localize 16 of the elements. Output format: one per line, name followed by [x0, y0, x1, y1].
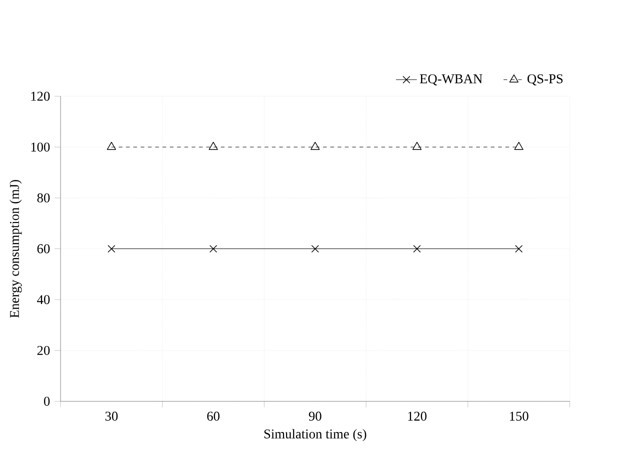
y-tick-label: 60 — [37, 244, 50, 254]
y-tick-label: 100 — [31, 142, 50, 152]
y-tick-label: 20 — [37, 346, 50, 356]
y-tick-label: 80 — [37, 194, 50, 203]
x-tick-label: 150 — [510, 412, 528, 421]
y-axis-title: Energy consumption (mJ) — [10, 180, 22, 318]
legend-label: EQ-WBAN — [420, 74, 482, 86]
x-tick-label: 120 — [408, 412, 427, 421]
y-tick-label: 40 — [37, 295, 50, 304]
x-tick-label: 60 — [207, 412, 220, 421]
legend-label: QS-PS — [528, 74, 563, 86]
y-tick-label: 0 — [44, 396, 50, 406]
x-tick-label: 90 — [308, 412, 322, 421]
y-tick-label: 120 — [31, 92, 50, 101]
x-axis-title: Simulation time (s) — [264, 429, 366, 442]
x-tick-label: 30 — [105, 412, 118, 421]
